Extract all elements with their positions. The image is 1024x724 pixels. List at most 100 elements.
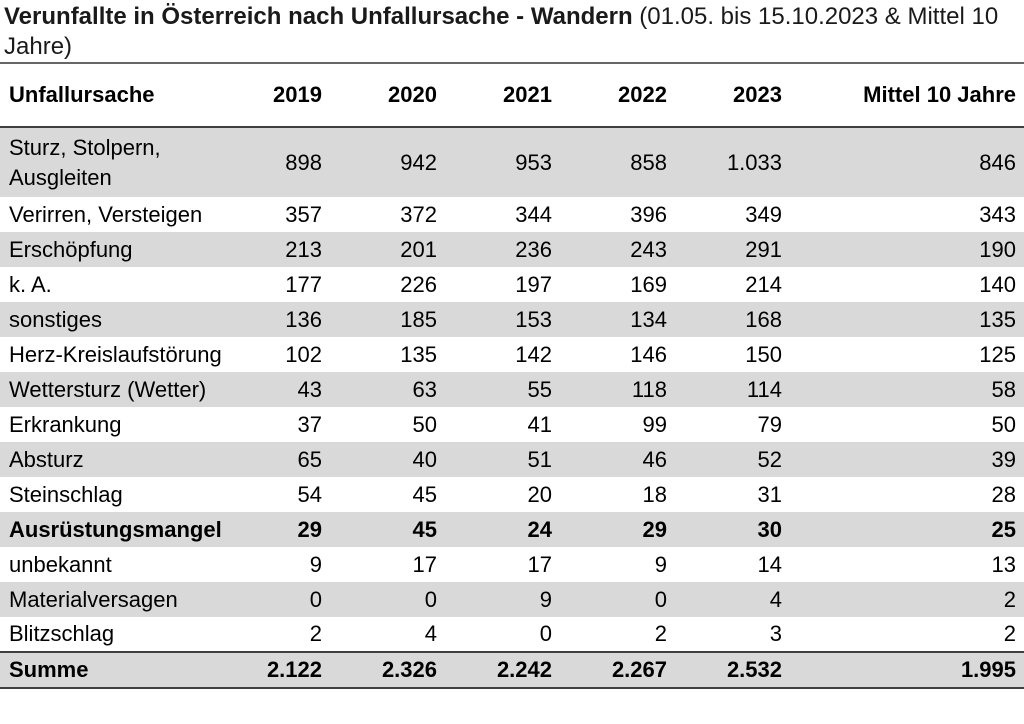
row-label: Summe — [9, 657, 89, 682]
table-row: Erschöpfung 213 201 236 243 291 190 — [0, 232, 1024, 267]
value-cell: 58 — [991, 376, 1016, 402]
value-cell: 54 — [297, 481, 322, 507]
value-cell: 177 — [285, 271, 322, 297]
table-row: Blitzschlag 2 4 0 2 3 2 — [0, 617, 1024, 652]
value-cell: 31 — [757, 481, 782, 507]
column-header: 2022 — [618, 82, 667, 107]
value-cell: 236 — [515, 236, 552, 262]
value-cell: 30 — [757, 516, 782, 542]
value-cell: 169 — [630, 271, 667, 297]
value-cell: 2 — [1003, 586, 1016, 612]
value-cell: 20 — [527, 481, 552, 507]
column-header: 2020 — [388, 82, 437, 107]
value-cell: 79 — [757, 411, 782, 437]
value-cell: 135 — [400, 341, 437, 367]
value-cell: 65 — [297, 446, 322, 472]
value-cell: 2.532 — [726, 657, 782, 682]
value-cell: 213 — [285, 236, 322, 262]
value-cell: 197 — [515, 271, 552, 297]
row-label: sonstiges — [9, 306, 102, 332]
table-header: Unfallursache 2019 2020 2021 2022 2023 Mittel … — [0, 63, 1024, 127]
value-cell: 29 — [297, 516, 322, 542]
value-cell: 2.267 — [611, 657, 667, 682]
column-header: 2019 — [273, 82, 322, 107]
table-row: sonstiges 136 185 153 134 168 135 — [0, 302, 1024, 337]
value-cell: 4 — [769, 586, 782, 612]
value-cell: 51 — [527, 446, 552, 472]
value-cell: 41 — [527, 411, 552, 437]
row-label: Ausrüstungsmangel — [9, 516, 222, 542]
row-label: Sturz, Stolpern, Ausgleiten — [9, 134, 161, 190]
value-cell: 343 — [979, 201, 1016, 227]
value-cell: 99 — [642, 411, 667, 437]
value-cell: 4 — [424, 621, 437, 646]
value-cell: 140 — [979, 271, 1016, 297]
value-cell: 153 — [515, 306, 552, 332]
value-cell: 2 — [654, 621, 667, 646]
column-header: Unfallursache — [9, 82, 155, 107]
value-cell: 214 — [745, 271, 782, 297]
row-label: Wettersturz (Wetter) — [9, 376, 207, 402]
value-cell: 24 — [527, 516, 552, 542]
value-cell: 45 — [412, 481, 437, 507]
value-cell: 9 — [654, 551, 667, 577]
value-cell: 136 — [285, 306, 322, 332]
table-row: Materialversagen 0 0 9 0 4 2 — [0, 582, 1024, 617]
value-cell: 3 — [769, 621, 782, 646]
value-cell: 118 — [631, 376, 667, 402]
value-cell: 135 — [979, 306, 1016, 332]
table-row: unbekannt 9 17 17 9 14 13 — [0, 547, 1024, 582]
value-cell: 43 — [297, 376, 322, 402]
row-label: Steinschlag — [9, 481, 123, 507]
row-label: Erkrankung — [9, 411, 122, 437]
value-cell: 14 — [757, 551, 782, 577]
value-cell: 349 — [745, 201, 782, 227]
row-label: Erschöpfung — [9, 236, 133, 262]
table-row: Wettersturz (Wetter) 43 63 55 118 114 58 — [0, 372, 1024, 407]
value-cell: 898 — [285, 149, 322, 175]
header-row: Unfallursache 2019 2020 2021 2022 2023 Mittel … — [0, 63, 1024, 127]
summe-row: Summe 2.122 2.326 2.242 2.267 2.532 1.995 — [0, 652, 1024, 688]
row-label: unbekannt — [9, 551, 112, 577]
value-cell: 150 — [745, 341, 782, 367]
value-cell: 50 — [412, 411, 437, 437]
row-label: Absturz — [9, 446, 84, 472]
value-cell: 190 — [979, 236, 1016, 262]
value-cell: 55 — [527, 376, 552, 402]
value-cell: 134 — [630, 306, 667, 332]
table-row: Steinschlag 54 45 20 18 31 28 — [0, 477, 1024, 512]
value-cell: 226 — [400, 271, 437, 297]
value-cell: 344 — [515, 201, 552, 227]
value-cell: 17 — [412, 551, 437, 577]
title-main-text: Verunfallte in Österreich nach Unfallurs… — [4, 3, 633, 30]
value-cell: 28 — [991, 481, 1016, 507]
value-cell: 0 — [309, 586, 322, 612]
value-cell: 25 — [991, 516, 1016, 542]
value-cell: 52 — [757, 446, 782, 472]
value-cell: 2 — [1003, 621, 1016, 646]
row-label: Materialversagen — [9, 586, 178, 612]
table-row: Verirren, Versteigen 357 372 344 396 349 343 — [0, 197, 1024, 232]
value-cell: 185 — [400, 306, 437, 332]
accident-table: Unfallursache 2019 2020 2021 2022 2023 Mittel … — [0, 62, 1024, 689]
value-cell: 46 — [642, 446, 667, 472]
value-cell: 243 — [630, 236, 667, 262]
value-cell: 9 — [539, 586, 552, 612]
value-cell: 102 — [285, 341, 322, 367]
value-cell: 1.995 — [960, 657, 1016, 682]
value-cell: 40 — [412, 446, 437, 472]
value-cell: 953 — [515, 149, 552, 175]
value-cell: 0 — [539, 621, 552, 646]
value-cell: 114 — [746, 376, 782, 402]
value-cell: 50 — [991, 411, 1016, 437]
value-cell: 45 — [412, 516, 437, 542]
value-cell: 125 — [979, 341, 1016, 367]
value-cell: 2.122 — [266, 657, 322, 682]
table-row: Herz-Kreislaufstörung 102 135 142 146 150 125 — [0, 337, 1024, 372]
title-suffix-text: (01.05. bis 15.10.2023 & Mittel 10 Jahre… — [4, 3, 999, 60]
value-cell: 846 — [979, 149, 1016, 175]
row-label: Verirren, Versteigen — [9, 201, 203, 227]
value-cell: 2.242 — [496, 657, 552, 682]
value-cell: 17 — [527, 551, 552, 577]
